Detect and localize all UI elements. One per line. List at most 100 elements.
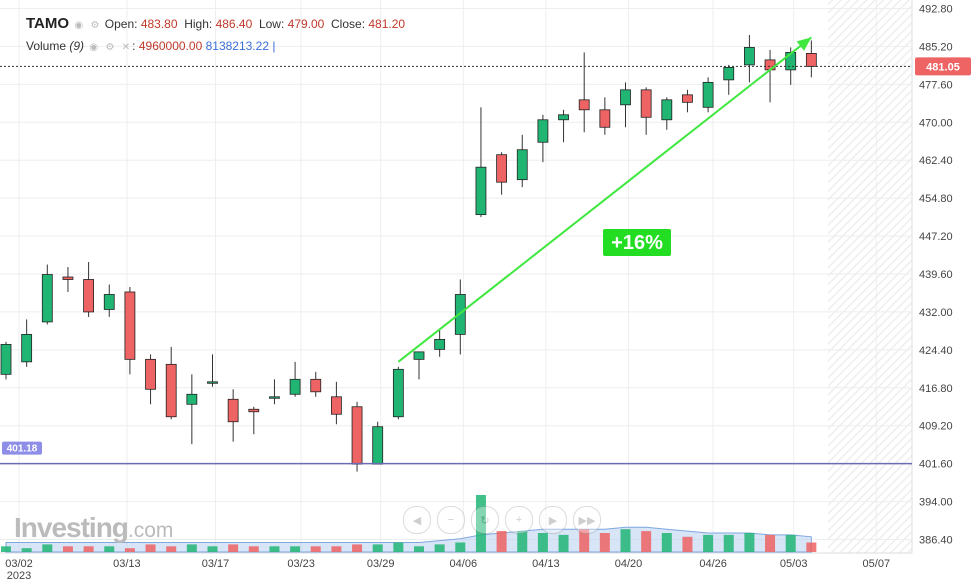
y-tick-label: 386.40 bbox=[919, 535, 953, 547]
volume-bar bbox=[744, 533, 755, 552]
candle-down bbox=[124, 291, 136, 360]
y-tick-label: 492.80 bbox=[919, 3, 953, 15]
y-tick-label: 485.20 bbox=[919, 41, 953, 53]
volume-bar bbox=[21, 548, 32, 552]
volume-period: (9) bbox=[69, 39, 85, 53]
settings-gear-icon[interactable]: ⚙ bbox=[105, 42, 115, 53]
volume-bar bbox=[228, 544, 239, 552]
candle-down bbox=[83, 279, 94, 313]
volume-bar bbox=[1, 546, 11, 552]
volume-bar bbox=[269, 546, 280, 552]
volume-bar bbox=[414, 546, 424, 552]
volume-bar bbox=[496, 531, 507, 552]
candle-up bbox=[0, 343, 12, 375]
candle-up bbox=[661, 99, 673, 121]
candle-down bbox=[227, 398, 239, 423]
x-tick-label: 05/03 bbox=[780, 558, 808, 570]
volume-bar bbox=[455, 542, 466, 552]
candle-down bbox=[578, 99, 590, 111]
trend-label: +16% bbox=[611, 232, 663, 254]
forward-icon[interactable]: ▶ bbox=[539, 506, 567, 534]
volume-bar bbox=[42, 544, 53, 552]
candle-up bbox=[103, 294, 115, 310]
trend-arrow-line bbox=[397, 36, 812, 363]
trend-arrow-head bbox=[796, 37, 812, 51]
volume-bar bbox=[579, 529, 590, 552]
x-tick-label: 03/17 bbox=[202, 558, 230, 570]
close-value: 481.20 bbox=[368, 17, 406, 31]
candle-up bbox=[475, 166, 487, 216]
x-tick-label: 03/02 bbox=[5, 558, 33, 570]
candle-up bbox=[744, 47, 755, 66]
zoom-out-icon[interactable]: − bbox=[437, 506, 465, 534]
candle-down bbox=[62, 276, 74, 280]
volume-bar bbox=[765, 534, 776, 552]
close-label: Close: bbox=[331, 17, 366, 31]
volume-bar bbox=[310, 546, 321, 552]
volume-bar bbox=[537, 533, 548, 552]
x-tick-label: 04/06 bbox=[450, 558, 478, 570]
high-label: High: bbox=[184, 17, 213, 31]
fast-forward-icon[interactable]: ▶▶ bbox=[573, 506, 601, 534]
support-label: 401.18 bbox=[7, 444, 38, 455]
y-tick-label: 477.60 bbox=[919, 79, 953, 91]
candle-up bbox=[702, 81, 714, 108]
x-tick-label: 04/20 bbox=[615, 558, 643, 570]
open-label: Open: bbox=[104, 17, 138, 31]
open-value: 483.80 bbox=[140, 17, 178, 31]
y-tick-label: 401.60 bbox=[919, 459, 953, 471]
candle-down bbox=[310, 378, 322, 393]
symbol-label: TAMO bbox=[26, 15, 70, 32]
settings-gear-icon[interactable]: ⚙ bbox=[90, 20, 100, 31]
candle-up bbox=[207, 381, 218, 384]
volume-bar bbox=[372, 544, 383, 552]
volume-bar bbox=[248, 546, 259, 552]
volume-bar bbox=[166, 546, 177, 552]
x-tick-label: 03/13 bbox=[113, 558, 141, 570]
volume-bar bbox=[145, 544, 156, 552]
volume-bar bbox=[83, 546, 94, 552]
y-tick-label: 432.00 bbox=[919, 307, 953, 319]
volume-bar bbox=[393, 542, 404, 552]
candle-up bbox=[620, 89, 631, 106]
volume-bar bbox=[352, 544, 363, 552]
candle-up bbox=[269, 396, 280, 399]
volume-bar bbox=[620, 529, 631, 552]
candle-down bbox=[248, 408, 260, 413]
candle-down bbox=[165, 363, 177, 418]
candle-up bbox=[434, 338, 446, 350]
close-icon[interactable]: ✕ bbox=[121, 42, 131, 53]
candle-up bbox=[785, 52, 797, 71]
volume-bar bbox=[682, 536, 693, 552]
candle-up bbox=[413, 351, 425, 360]
volume-bar bbox=[806, 542, 817, 552]
x-tick-label: 04/26 bbox=[699, 558, 727, 570]
y-tick-label: 409.20 bbox=[919, 421, 953, 433]
last-price-badge bbox=[915, 57, 971, 76]
zoom-in-icon[interactable]: + bbox=[505, 506, 533, 534]
visibility-eye-icon[interactable]: ◉ bbox=[89, 42, 99, 53]
volume-bar bbox=[331, 546, 342, 552]
candle-up bbox=[723, 66, 735, 81]
volume-bar bbox=[723, 534, 734, 552]
y-tick-label: 439.60 bbox=[919, 269, 953, 281]
rewind-icon[interactable]: ◀ bbox=[403, 506, 431, 534]
y-tick-label: 470.00 bbox=[919, 117, 953, 129]
low-value: 479.00 bbox=[287, 17, 325, 31]
volume-bar bbox=[62, 546, 73, 552]
last-price-label: 481.05 bbox=[926, 61, 960, 73]
reset-icon[interactable]: ↻ bbox=[471, 506, 499, 534]
visibility-eye-icon[interactable]: ◉ bbox=[74, 20, 84, 31]
candle-up bbox=[186, 393, 198, 405]
logo-brand: Investing bbox=[14, 512, 129, 543]
candle-down bbox=[640, 89, 652, 118]
candle-down bbox=[145, 358, 156, 390]
investing-logo: Investing.com bbox=[14, 512, 173, 544]
y-tick-label: 416.80 bbox=[919, 383, 953, 395]
future-region bbox=[828, 0, 912, 553]
candle-down bbox=[330, 396, 342, 415]
volume-bar bbox=[785, 534, 796, 552]
volume-ma-value: 8138213.22 bbox=[205, 39, 269, 53]
